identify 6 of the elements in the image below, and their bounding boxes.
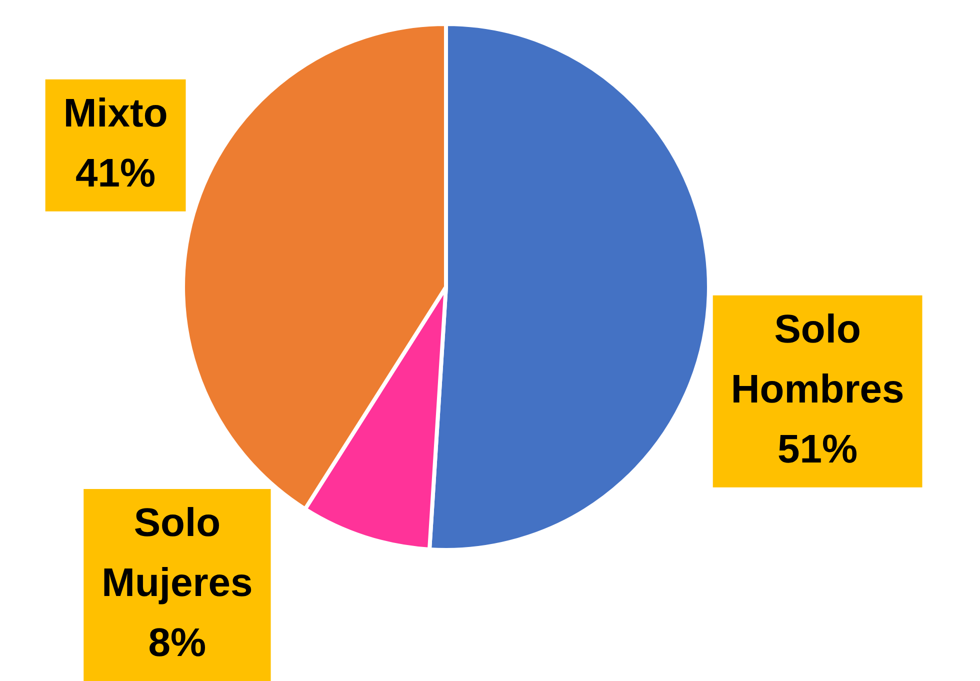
- slice-label: Solo Mujeres: [102, 501, 253, 606]
- data-label: 41%: [76, 151, 156, 196]
- data-label: 8%: [148, 621, 206, 666]
- slice-label: Mixto: [63, 91, 168, 136]
- slice-label: Solo Hombres: [730, 307, 904, 412]
- data-label: 51%: [778, 427, 858, 472]
